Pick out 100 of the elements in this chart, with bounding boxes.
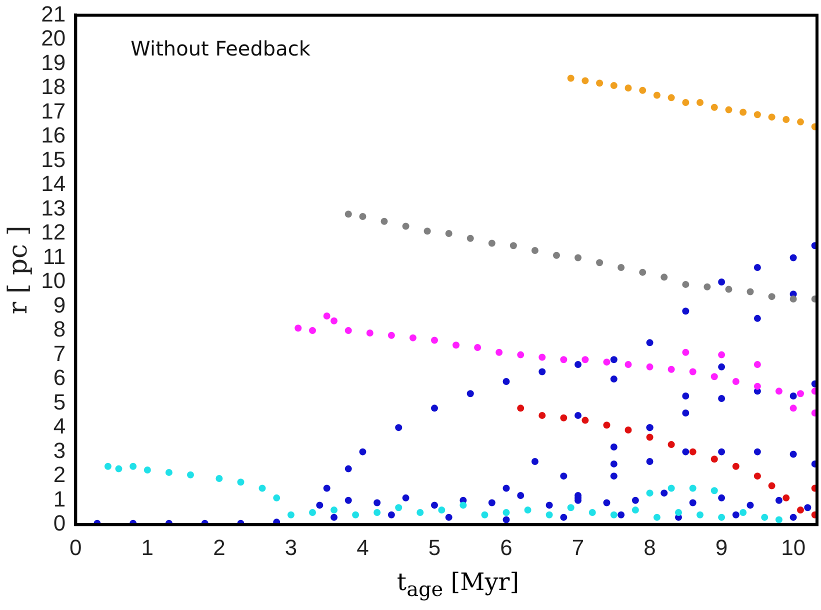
point (610, 511, 618, 518)
point (388, 332, 395, 339)
y-tick-label: 13 (41, 195, 66, 220)
annotation: Without Feedback (130, 36, 311, 60)
point (696, 511, 704, 518)
point (273, 494, 280, 502)
y-tick-label: 8 (53, 316, 66, 342)
point (452, 342, 460, 349)
point (718, 514, 726, 521)
y-tick-label: 17 (41, 98, 66, 124)
x-tick-label: 9 (715, 534, 728, 560)
point (624, 84, 632, 92)
point (402, 222, 410, 230)
x-tick-label: 7 (572, 534, 584, 560)
x-tick-label: 4 (356, 534, 369, 560)
y-tick-label: 3 (53, 438, 66, 463)
point (552, 252, 560, 259)
point (366, 329, 374, 336)
point (710, 456, 718, 463)
point (294, 324, 302, 332)
point (790, 296, 797, 303)
point (582, 356, 589, 364)
point (768, 482, 776, 490)
y-tick-label: 16 (41, 122, 66, 148)
point (582, 77, 589, 84)
x-tick-label: 5 (428, 534, 441, 560)
point (352, 511, 360, 518)
point (560, 414, 568, 422)
point (323, 312, 330, 320)
y-tick-label: 19 (41, 50, 66, 75)
point (668, 484, 675, 492)
point (682, 99, 690, 106)
point (689, 484, 696, 492)
point (115, 465, 122, 472)
point (689, 368, 696, 376)
point (782, 116, 790, 124)
point (567, 504, 574, 512)
point (546, 511, 553, 518)
point (632, 506, 639, 514)
point (682, 348, 690, 356)
point (610, 82, 618, 90)
point (481, 511, 488, 518)
point (130, 462, 137, 470)
point (374, 508, 381, 516)
point (639, 268, 646, 276)
point (344, 210, 352, 218)
point (624, 361, 632, 368)
point (689, 448, 696, 456)
point (560, 356, 568, 364)
point (768, 114, 776, 121)
point (216, 475, 223, 482)
y-axis-title: r [ pc ] (3, 226, 34, 314)
x-axis-title: t$_{age}$ [Myr] (396, 568, 520, 601)
point (668, 94, 675, 102)
point (409, 334, 416, 342)
y-tick-label: 15 (41, 146, 66, 172)
point (144, 466, 151, 474)
point (796, 390, 804, 398)
point (308, 508, 316, 516)
point (682, 280, 690, 288)
point (775, 516, 782, 524)
point (258, 484, 266, 492)
x-tick-label: 3 (284, 534, 298, 560)
point (646, 434, 654, 441)
y-tick-label: 1 (53, 486, 66, 512)
point (474, 344, 482, 352)
point (646, 490, 654, 497)
point (165, 468, 172, 476)
point (430, 336, 438, 344)
point (308, 327, 316, 334)
point (186, 471, 194, 478)
point (790, 404, 797, 412)
y-tick-label: 4 (53, 414, 66, 439)
point (330, 317, 338, 324)
y-tick-label: 2 (53, 462, 66, 488)
point (761, 514, 768, 521)
x-tick-label: 8 (644, 534, 656, 560)
point (488, 240, 496, 247)
x-tick-label: 1 (141, 534, 154, 560)
y-tick-label: 7 (53, 340, 66, 366)
point (466, 234, 474, 242)
y-tick-label: 21 (41, 1, 66, 26)
point (395, 504, 402, 512)
point (524, 506, 532, 514)
point (710, 373, 718, 380)
point (732, 462, 740, 470)
point (359, 213, 366, 220)
point (460, 502, 467, 509)
point (237, 478, 244, 486)
y-tick-label: 18 (41, 74, 66, 100)
point (768, 293, 776, 300)
point (639, 86, 646, 94)
x-tick-label: 2 (213, 534, 226, 560)
point (517, 404, 524, 412)
point (668, 441, 675, 448)
point (104, 462, 112, 470)
point (796, 118, 804, 126)
y-tick-label: 11 (42, 244, 66, 269)
y-tick-label: 5 (53, 389, 66, 414)
point (596, 80, 604, 87)
